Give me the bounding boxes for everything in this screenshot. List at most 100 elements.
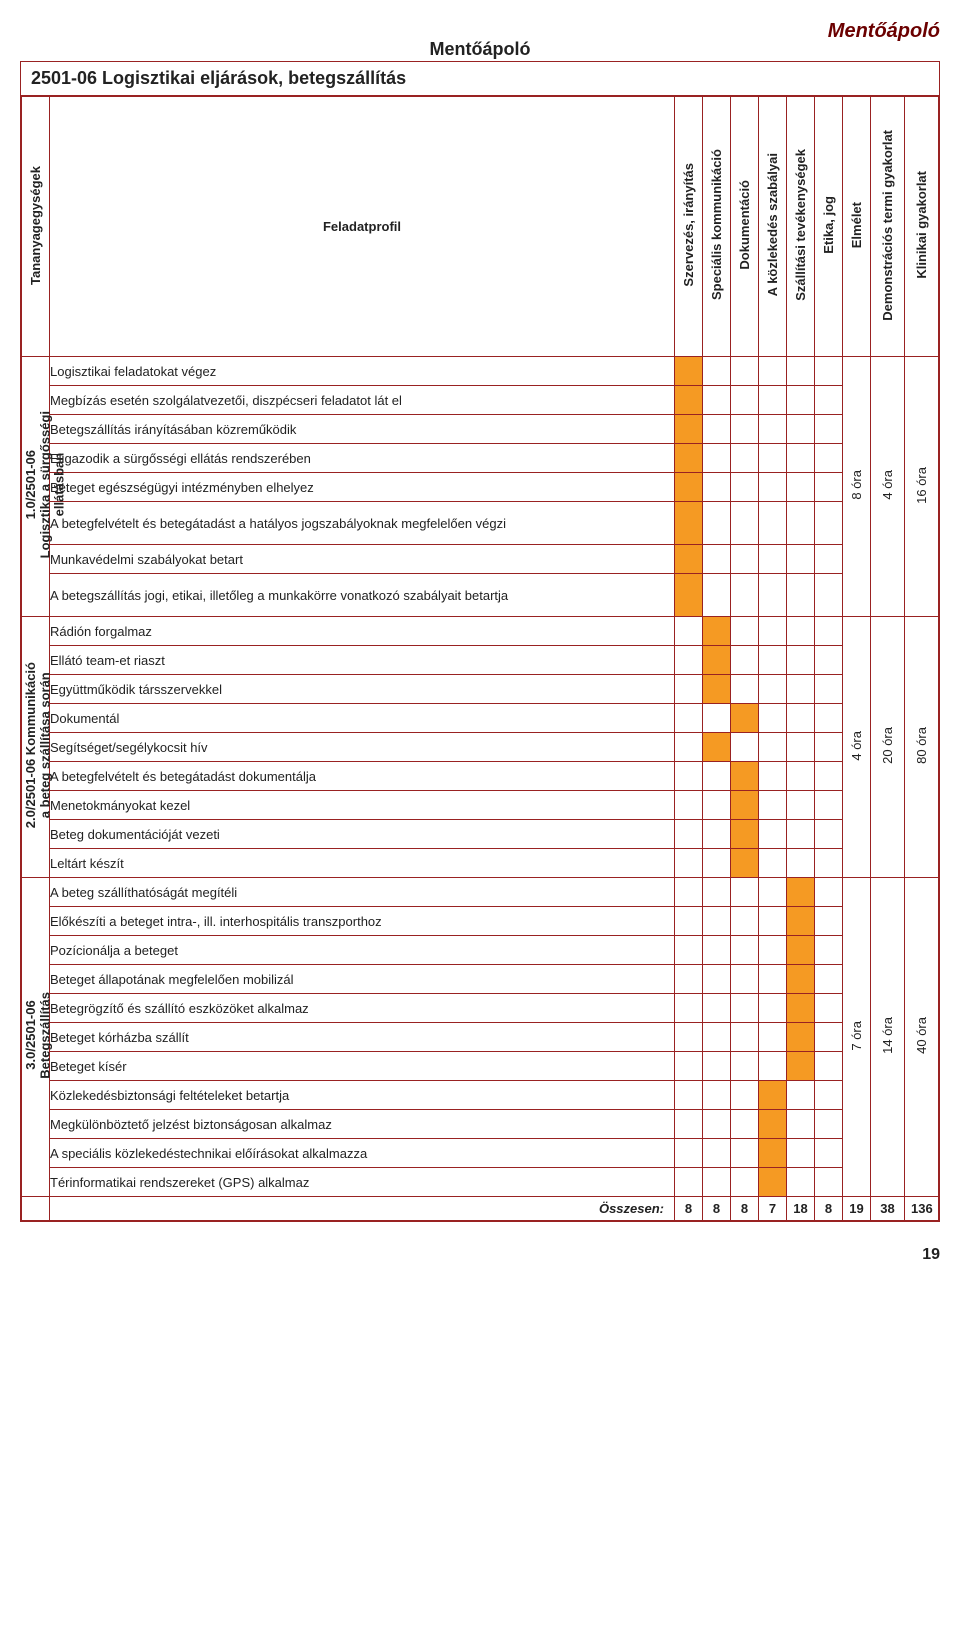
task-text: Segítséget/segélykocsit hív [50, 733, 675, 762]
sum-value: 8 [703, 1197, 731, 1221]
task-text: Megbízás esetén szolgálatvezetői, diszpé… [50, 386, 675, 415]
mark-cell [759, 574, 787, 617]
task-text: Betegszállítás irányításában közreműködi… [50, 415, 675, 444]
task-text: A beteg szállíthatóságát megítéli [50, 878, 675, 907]
mark-cell [759, 820, 787, 849]
mark-cell [787, 473, 815, 502]
mark-cell [787, 878, 815, 907]
task-text: Megkülönböztető jelzést biztonságosan al… [50, 1110, 675, 1139]
mark-cell [815, 545, 843, 574]
section-label: 1.0/2501-06Logisztika a sürgősségiellátá… [22, 357, 50, 617]
mark-cell [759, 1139, 787, 1168]
task-text: Előkészíti a beteget intra-, ill. interh… [50, 907, 675, 936]
mark-cell [675, 545, 703, 574]
mark-cell [675, 574, 703, 617]
mark-cell [675, 617, 703, 646]
mark-cell [731, 791, 759, 820]
hours-demo: 20 óra [871, 617, 905, 878]
mark-cell [703, 1081, 731, 1110]
hours-demo: 14 óra [871, 878, 905, 1197]
mark-cell [675, 936, 703, 965]
col-tananyag: Tananyagegységek [22, 97, 50, 357]
mark-cell [787, 574, 815, 617]
mark-cell [787, 1052, 815, 1081]
mark-cell [703, 1023, 731, 1052]
mark-cell [731, 1168, 759, 1197]
col-klinikai: Klinikai gyakorlat [905, 97, 939, 357]
mark-cell [787, 907, 815, 936]
mark-cell [759, 907, 787, 936]
mark-cell [675, 820, 703, 849]
mark-cell [731, 849, 759, 878]
task-text: Együttműködik társszervekkel [50, 675, 675, 704]
task-text: Rádión forgalmaz [50, 617, 675, 646]
mark-cell [815, 936, 843, 965]
mark-cell [787, 791, 815, 820]
mark-cell [731, 1139, 759, 1168]
mark-cell [731, 965, 759, 994]
mark-cell [703, 444, 731, 473]
mark-cell [787, 733, 815, 762]
mark-cell [675, 357, 703, 386]
mark-cell [815, 646, 843, 675]
mark-cell [675, 733, 703, 762]
mark-cell [675, 502, 703, 545]
task-text: Eligazodik a sürgősségi ellátás rendszer… [50, 444, 675, 473]
mark-cell [675, 907, 703, 936]
mark-cell [675, 444, 703, 473]
mark-cell [675, 415, 703, 444]
mark-cell [787, 704, 815, 733]
mark-cell [731, 444, 759, 473]
col-elmelet: Elmélet [843, 97, 871, 357]
mark-cell [731, 574, 759, 617]
mark-cell [675, 473, 703, 502]
col-komm: Speciális kommunikáció [703, 97, 731, 357]
task-text: A betegfelvételt és betegátadást a hatál… [50, 502, 675, 545]
sum-value: 18 [787, 1197, 815, 1221]
mark-cell [815, 502, 843, 545]
mark-cell [815, 733, 843, 762]
module-title: 2501-06 Logisztikai eljárások, betegszál… [20, 61, 940, 96]
mark-cell [731, 473, 759, 502]
mark-cell [759, 762, 787, 791]
mark-cell [815, 820, 843, 849]
mark-cell [759, 415, 787, 444]
col-feladatprofil: Feladatprofil [50, 97, 675, 357]
hours-klin: 80 óra [905, 617, 939, 878]
mark-cell [759, 1110, 787, 1139]
mark-cell [787, 502, 815, 545]
mark-cell [675, 965, 703, 994]
mark-cell [815, 762, 843, 791]
col-szervezes: Szervezés, irányítás [675, 97, 703, 357]
mark-cell [703, 878, 731, 907]
mark-cell [675, 646, 703, 675]
mark-cell [703, 617, 731, 646]
mark-cell [787, 936, 815, 965]
mark-cell [815, 386, 843, 415]
hours-klin: 40 óra [905, 878, 939, 1197]
mark-cell [815, 1081, 843, 1110]
mark-cell [731, 1081, 759, 1110]
mark-cell [703, 415, 731, 444]
mark-cell [759, 878, 787, 907]
mark-cell [703, 386, 731, 415]
mark-cell [787, 357, 815, 386]
mark-cell [675, 849, 703, 878]
mark-cell [731, 617, 759, 646]
task-text: Dokumentál [50, 704, 675, 733]
mark-cell [759, 965, 787, 994]
mark-cell [815, 704, 843, 733]
mark-cell [731, 936, 759, 965]
mark-cell [703, 1139, 731, 1168]
mark-cell [731, 675, 759, 704]
mark-cell [759, 733, 787, 762]
mark-cell [787, 1110, 815, 1139]
mark-cell [703, 704, 731, 733]
mark-cell [675, 1081, 703, 1110]
mark-cell [815, 791, 843, 820]
task-text: Munkavédelmi szabályokat betart [50, 545, 675, 574]
sum-blank [22, 1197, 50, 1221]
task-text: A speciális közlekedéstechnikai előíráso… [50, 1139, 675, 1168]
mark-cell [759, 357, 787, 386]
mark-cell [759, 1168, 787, 1197]
